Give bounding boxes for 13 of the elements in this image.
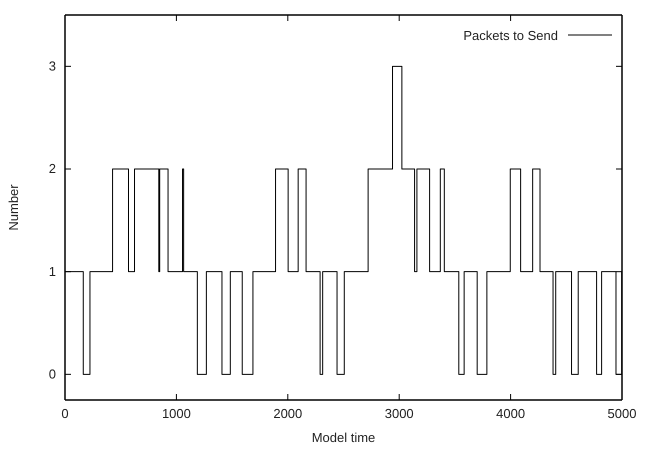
y-tick-label: 2	[48, 161, 56, 176]
legend-label: Packets to Send	[463, 28, 558, 43]
y-tick-label: 0	[48, 366, 56, 382]
x-tick-label: 4000	[496, 406, 526, 422]
y-tick-label: 1	[48, 264, 56, 279]
x-tick-label: 5000	[608, 406, 636, 422]
y-axis-title: Number	[6, 184, 21, 231]
x-tick-label: 0	[61, 406, 69, 422]
y-tick-label: 3	[48, 58, 56, 74]
x-tick-label: 1000	[162, 406, 191, 422]
x-tick-label: 2000	[273, 406, 302, 422]
x-axis-title: Model time	[312, 430, 376, 445]
x-tick-label: 3000	[384, 406, 414, 422]
